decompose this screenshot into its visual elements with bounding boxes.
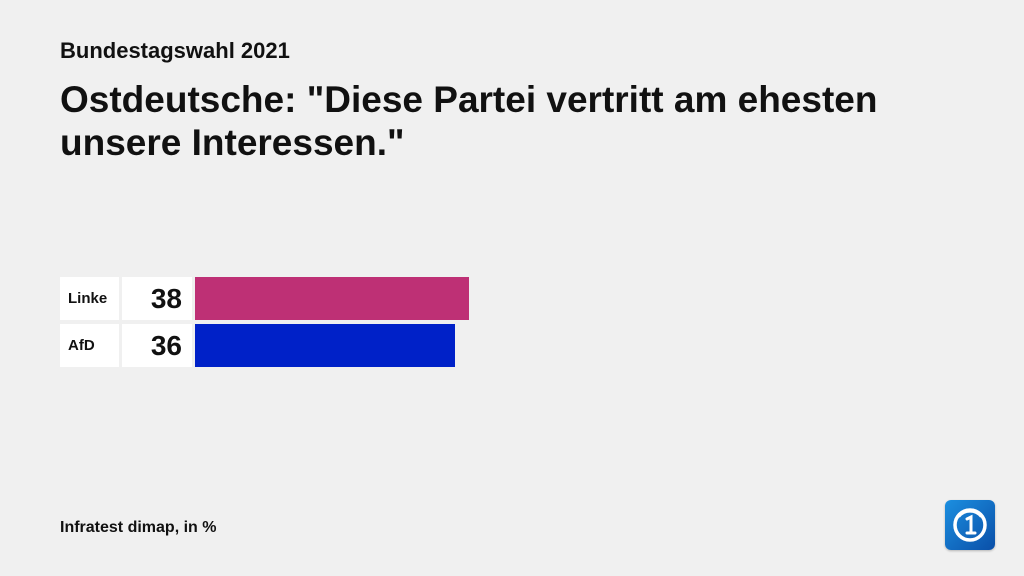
bar xyxy=(195,324,455,367)
category-label: AfD xyxy=(60,324,119,367)
chart-subtitle: Bundestagswahl 2021 xyxy=(60,38,290,63)
value-label: 38 xyxy=(122,277,192,320)
source-note: Infratest dimap, in % xyxy=(60,519,217,536)
bar-chart: Linke 38 AfD 36 xyxy=(60,277,960,369)
tagesschau-logo-icon xyxy=(945,500,995,550)
bar xyxy=(195,277,469,320)
value-label: 36 xyxy=(122,324,192,367)
category-label: Linke xyxy=(60,277,119,320)
chart-title: Ostdeutsche: "Diese Partei vertritt am e… xyxy=(60,79,878,163)
